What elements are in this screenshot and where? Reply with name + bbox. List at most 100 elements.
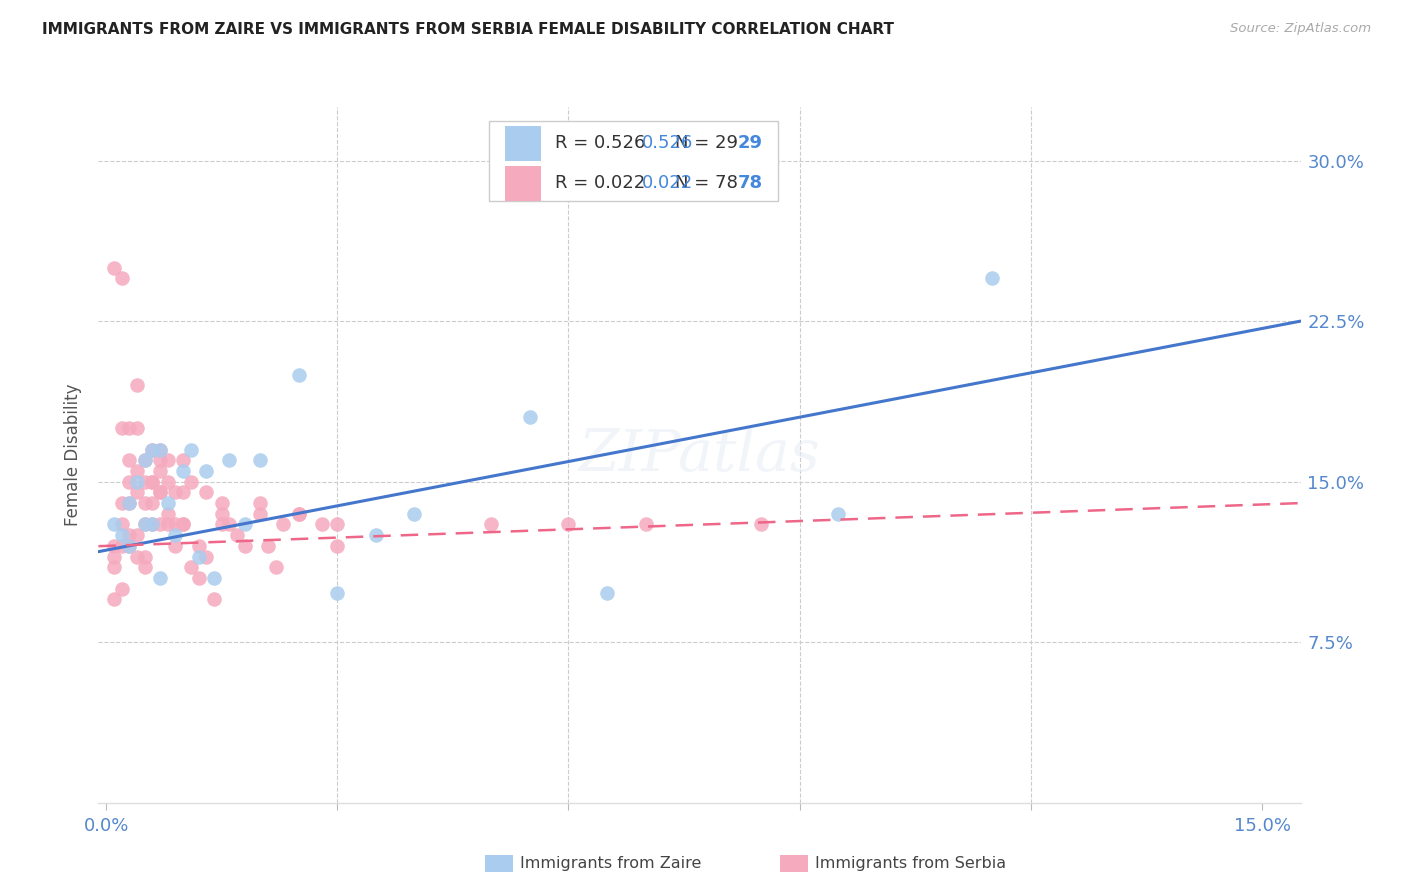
Point bbox=[125, 549, 148, 564]
Point bbox=[118, 539, 141, 553]
Text: 0.526: 0.526 bbox=[641, 135, 693, 153]
Point bbox=[180, 442, 202, 457]
Point bbox=[134, 560, 156, 574]
Point bbox=[110, 539, 132, 553]
Text: N = 29: N = 29 bbox=[675, 135, 738, 153]
Point bbox=[264, 560, 287, 574]
Point bbox=[141, 442, 163, 457]
Text: Source: ZipAtlas.com: Source: ZipAtlas.com bbox=[1230, 22, 1371, 36]
Point bbox=[134, 453, 156, 467]
Point bbox=[118, 453, 141, 467]
Point bbox=[125, 464, 148, 478]
Point bbox=[226, 528, 249, 542]
Point bbox=[103, 549, 125, 564]
Point bbox=[288, 368, 311, 382]
Text: 29: 29 bbox=[738, 135, 763, 153]
Point bbox=[211, 517, 233, 532]
Point bbox=[110, 517, 132, 532]
Point bbox=[134, 496, 156, 510]
Point bbox=[103, 592, 125, 607]
Point bbox=[249, 507, 271, 521]
Point bbox=[134, 475, 156, 489]
Point bbox=[634, 517, 657, 532]
Point bbox=[110, 421, 132, 435]
Point bbox=[326, 586, 349, 600]
Point bbox=[202, 571, 225, 585]
Point bbox=[233, 539, 256, 553]
Point bbox=[141, 475, 163, 489]
Point bbox=[596, 586, 619, 600]
Point bbox=[141, 475, 163, 489]
Point bbox=[110, 496, 132, 510]
FancyBboxPatch shape bbox=[505, 166, 541, 201]
Point bbox=[118, 496, 141, 510]
Point bbox=[149, 464, 172, 478]
Point bbox=[149, 571, 172, 585]
Point bbox=[364, 528, 387, 542]
Point bbox=[218, 453, 240, 467]
Y-axis label: Female Disability: Female Disability bbox=[65, 384, 83, 526]
Text: 78: 78 bbox=[738, 174, 763, 193]
Point bbox=[326, 539, 349, 553]
Point bbox=[249, 453, 271, 467]
Point bbox=[156, 496, 179, 510]
Point bbox=[165, 528, 187, 542]
Text: N = 78: N = 78 bbox=[675, 174, 738, 193]
Point bbox=[827, 507, 849, 521]
Text: 0.022: 0.022 bbox=[641, 174, 693, 193]
Point bbox=[187, 539, 209, 553]
Point bbox=[326, 517, 349, 532]
Text: IMMIGRANTS FROM ZAIRE VS IMMIGRANTS FROM SERBIA FEMALE DISABILITY CORRELATION CH: IMMIGRANTS FROM ZAIRE VS IMMIGRANTS FROM… bbox=[42, 22, 894, 37]
Text: Immigrants from Zaire: Immigrants from Zaire bbox=[520, 856, 702, 871]
Point bbox=[103, 560, 125, 574]
Point bbox=[125, 485, 148, 500]
Point bbox=[180, 475, 202, 489]
Text: R = 0.022: R = 0.022 bbox=[555, 174, 645, 193]
Point bbox=[149, 517, 172, 532]
Point bbox=[118, 496, 141, 510]
Point bbox=[195, 485, 218, 500]
Point bbox=[202, 592, 225, 607]
Point bbox=[981, 271, 1004, 285]
Point bbox=[165, 485, 187, 500]
Point bbox=[141, 517, 163, 532]
Point bbox=[165, 517, 187, 532]
Point bbox=[165, 539, 187, 553]
Point bbox=[118, 528, 141, 542]
Point bbox=[125, 528, 148, 542]
Point bbox=[134, 453, 156, 467]
Point bbox=[187, 571, 209, 585]
Point bbox=[149, 442, 172, 457]
Text: Immigrants from Serbia: Immigrants from Serbia bbox=[815, 856, 1007, 871]
Point bbox=[404, 507, 426, 521]
Point bbox=[288, 507, 311, 521]
Point bbox=[156, 453, 179, 467]
Point bbox=[187, 549, 209, 564]
Point bbox=[118, 421, 141, 435]
Point bbox=[149, 485, 172, 500]
Point bbox=[103, 260, 125, 275]
Point bbox=[273, 517, 295, 532]
Point bbox=[149, 485, 172, 500]
FancyBboxPatch shape bbox=[489, 121, 778, 201]
Point bbox=[211, 507, 233, 521]
Point bbox=[172, 517, 194, 532]
Point bbox=[141, 517, 163, 532]
Point bbox=[195, 464, 218, 478]
Point bbox=[141, 442, 163, 457]
Point bbox=[288, 507, 311, 521]
Point bbox=[257, 539, 280, 553]
Point bbox=[156, 507, 179, 521]
Text: ZIPatlas: ZIPatlas bbox=[579, 426, 820, 483]
Point bbox=[481, 517, 503, 532]
Point bbox=[134, 517, 156, 532]
Point bbox=[110, 528, 132, 542]
Point bbox=[311, 517, 333, 532]
FancyBboxPatch shape bbox=[505, 126, 541, 161]
Point bbox=[149, 453, 172, 467]
Point bbox=[118, 475, 141, 489]
Point bbox=[110, 271, 132, 285]
Point bbox=[218, 517, 240, 532]
Point bbox=[141, 496, 163, 510]
Text: R = 0.526: R = 0.526 bbox=[555, 135, 645, 153]
